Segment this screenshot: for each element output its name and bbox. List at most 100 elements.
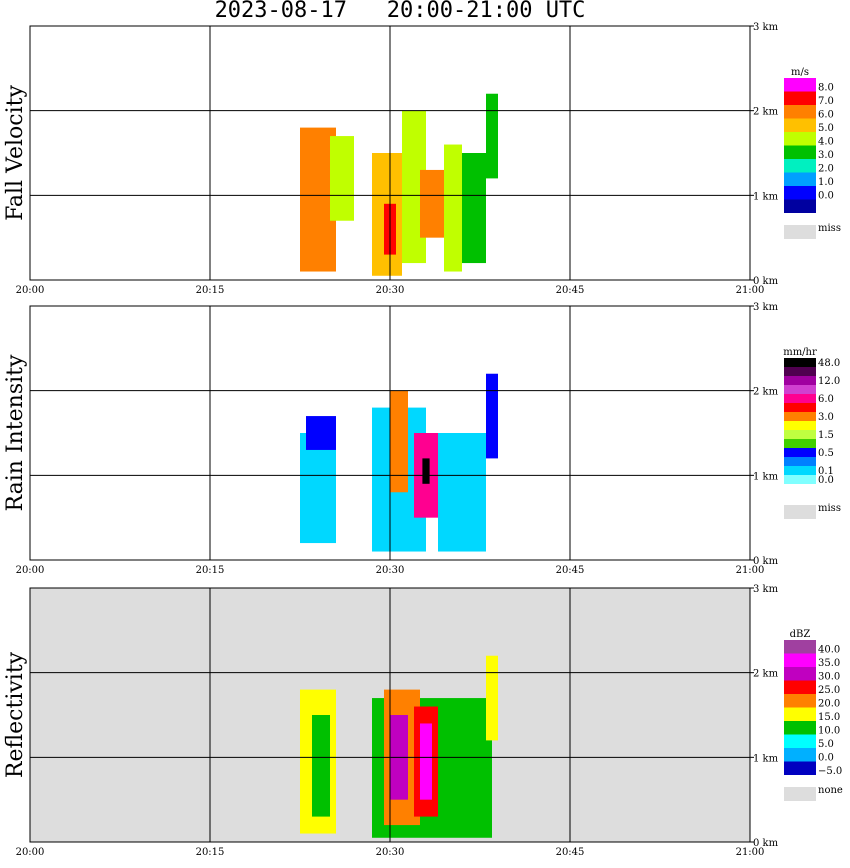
data-cell: [462, 153, 486, 264]
legend-label: 25.0: [818, 685, 840, 696]
legend-label: 20.0: [818, 699, 840, 710]
legend-swatch: [784, 421, 816, 430]
page-title: 2023-08-17 20:00-21:00 UTC: [214, 0, 586, 23]
legend-swatch: [784, 403, 816, 412]
legend-swatch: [784, 91, 816, 105]
y-tick-label: 2 km: [753, 387, 779, 398]
panels: 20:00 20:15 20:30 20:45 21:000 km1 km2 km3 k…: [3, 22, 843, 858]
y-tick-label: 0 km: [753, 838, 779, 849]
x-tick-label: 20:30: [376, 565, 405, 576]
legend-swatch: [784, 761, 816, 775]
legend-swatch: [784, 484, 816, 493]
legend-label: 0.5: [818, 448, 834, 459]
y-axis-label: Reflectivity: [3, 651, 28, 778]
x-tick-label: 20:45: [556, 565, 585, 576]
legend-label: 1.0: [818, 177, 834, 188]
y-tick-label: 3 km: [753, 22, 779, 33]
legend-swatch: [784, 367, 816, 376]
x-tick-label: 20:30: [376, 847, 405, 858]
legend-swatch: [784, 358, 816, 367]
legend-swatch: [784, 694, 816, 708]
legend-swatch: [784, 439, 816, 448]
legend-miss-label: miss: [818, 223, 841, 234]
legend-swatch: [784, 78, 816, 92]
legend-label: 6.0: [818, 394, 834, 405]
legend-swatch: [784, 466, 816, 475]
legend-unit: mm/hr: [783, 347, 817, 358]
x-tick-label: 20:15: [196, 565, 225, 576]
data-cell: [330, 136, 354, 221]
data-cell: [300, 433, 336, 544]
legend-swatch: [784, 132, 816, 146]
x-tick-label: 20:30: [376, 285, 405, 296]
legend-label: 1.5: [818, 430, 834, 441]
data-cell: [306, 416, 336, 450]
legend-unit: m/s: [791, 67, 809, 78]
legend-label: 5.0: [818, 739, 834, 750]
legend-swatch: [784, 105, 816, 119]
data-cell: [306, 178, 330, 247]
data-cell: [420, 169, 444, 238]
legend-swatch: [784, 748, 816, 762]
data-cell: [486, 655, 498, 741]
data-cell: [312, 715, 330, 817]
legend-miss-swatch: [784, 225, 816, 239]
legend-label: 15.0: [818, 712, 840, 723]
legend-label: 3.0: [818, 412, 834, 423]
x-tick-label: 21:00: [736, 285, 765, 296]
legend-label: 7.0: [818, 96, 834, 107]
x-tick-label: 20:00: [16, 847, 45, 858]
x-tick-label: 20:45: [556, 285, 585, 296]
legend-swatch: [784, 734, 816, 748]
data-cell: [444, 144, 462, 272]
panel-reflectivity: 20:00 20:15 20:30 20:45 21:000 km 1 km 2 km 3 k…: [3, 584, 843, 858]
legend-label: 2.0: [818, 164, 834, 175]
y-tick-label: 3 km: [753, 584, 779, 595]
y-tick-label: 2 km: [753, 107, 779, 118]
legend-swatch: [784, 385, 816, 394]
data-cell: [420, 723, 432, 800]
legend-label: 48.0: [818, 358, 840, 369]
legend-unit: dBZ: [790, 629, 811, 640]
legend-label: 8.0: [818, 83, 834, 94]
legend-swatch: [784, 412, 816, 421]
y-tick-label: 0 km: [753, 556, 779, 567]
data-cell: [390, 390, 408, 493]
data-cell: [486, 93, 498, 179]
panel-rain-intensity: 20:00 20:15 20:30 20:45 21:000 km 1 km 2 km 3 k…: [3, 302, 841, 576]
legend-swatch: [784, 376, 816, 385]
x-tick-label: 20:45: [556, 847, 585, 858]
legend-swatch: [784, 199, 816, 213]
x-tick-label: 20:00: [16, 565, 45, 576]
legend: m/s 8.0 7.0 6.0 5.0 4.0 3.0 2.0 1.0 0.0 miss: [784, 67, 841, 239]
legend-swatch: [784, 159, 816, 173]
y-axis-label: Rain Intensity: [3, 354, 28, 511]
y-tick-label: 3 km: [753, 302, 779, 313]
legend-swatch: [784, 186, 816, 200]
legend-swatch: [784, 680, 816, 694]
plot-frame: [29, 25, 751, 281]
legend-swatch: [784, 448, 816, 457]
legend-label: 30.0: [818, 672, 840, 683]
y-tick-label: 1 km: [753, 753, 779, 764]
legend-swatch: [784, 394, 816, 403]
legend-swatch: [784, 667, 816, 681]
legend: dBZ 40.0 35.0 30.0 25.0 20.0 15.0 10.0 5.0 0.0 −5.…: [784, 629, 843, 801]
legend-label: 5.0: [818, 123, 834, 134]
legend-label: 0.1: [818, 466, 834, 477]
x-tick-label: 20:00: [16, 285, 45, 296]
legend-label: 12.0: [818, 376, 840, 387]
legend-swatch: [784, 172, 816, 186]
x-tick-label: 21:00: [736, 847, 765, 858]
x-tick-label: 20:15: [196, 847, 225, 858]
y-tick-label: 2 km: [753, 669, 779, 680]
legend-label: 3.0: [818, 150, 834, 161]
panel-fall-velocity: 20:00 20:15 20:30 20:45 21:000 km 1 km 2 km 3 k…: [3, 22, 841, 296]
legend-label: 0.0: [818, 475, 834, 486]
legend-swatch: [784, 640, 816, 654]
legend-label: 40.0: [818, 645, 840, 656]
legend-miss-swatch: [784, 505, 816, 519]
legend-swatch: [784, 475, 816, 484]
legend-label: 10.0: [818, 726, 840, 737]
